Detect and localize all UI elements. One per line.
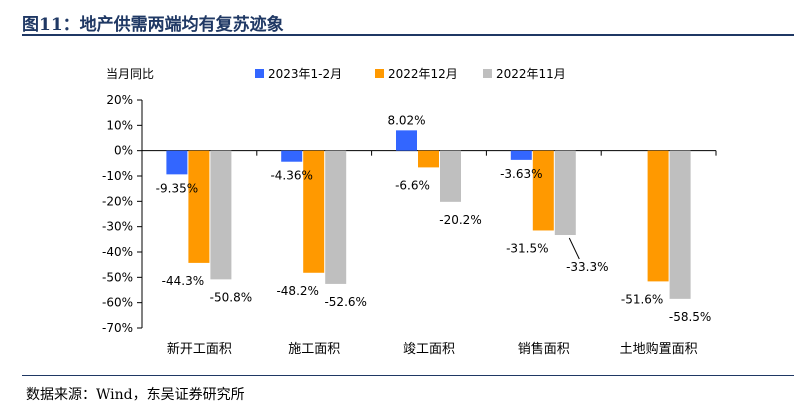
source-note: 数据来源：Wind，东吴证券研究所 [26, 387, 245, 403]
y-tick-label: -10% [102, 169, 133, 183]
data-label: -48.2% [276, 284, 318, 298]
leader-line [568, 237, 580, 260]
y-tick-label: 20% [106, 93, 133, 107]
data-label: -44.3% [162, 274, 204, 288]
data-label: -3.63% [500, 167, 542, 181]
bar [188, 150, 210, 263]
legend-label: 2022年12月 [388, 67, 458, 81]
x-tick-label: 土地购置面积 [620, 341, 698, 357]
y-tick-label: -30% [102, 220, 133, 234]
legend-swatch [483, 69, 492, 78]
y-tick-label: -70% [102, 321, 133, 335]
y-tick-label: -60% [102, 296, 133, 310]
bar [532, 150, 554, 231]
y-tick-label: 10% [106, 118, 133, 132]
bar [669, 150, 691, 299]
legend-swatch [375, 69, 384, 78]
bar [396, 130, 417, 151]
bar [166, 150, 188, 175]
legend-label: 2023年1-2月 [268, 67, 342, 81]
data-label: -33.3% [566, 260, 608, 274]
x-tick-label: 销售面积 [518, 341, 570, 357]
y-tick-label: -20% [102, 194, 133, 208]
data-label: -50.8% [210, 290, 252, 304]
bar [281, 150, 303, 162]
bar [325, 150, 347, 284]
data-label: 8.02% [387, 113, 425, 127]
data-label: -20.2% [439, 213, 481, 227]
data-label: -51.6% [621, 292, 663, 306]
x-tick-label: 施工面积 [288, 342, 340, 357]
title-bar: 图11：地产供需两端均有复苏迹象 [22, 8, 794, 36]
data-label: -31.5% [506, 241, 548, 255]
bar [210, 150, 232, 280]
data-label: -52.6% [324, 295, 366, 309]
legend-label: 2022年11月 [496, 67, 566, 81]
data-label: -9.35% [156, 181, 198, 195]
bar [554, 150, 576, 236]
data-label: -4.36% [270, 169, 312, 183]
bar [303, 150, 325, 273]
data-label: -6.6% [395, 178, 430, 192]
data-label: -58.5% [669, 310, 711, 324]
figure-title: 图11：地产供需两端均有复苏迹象 [22, 15, 284, 35]
bar [647, 150, 669, 282]
bar [418, 150, 439, 168]
y-tick-label: -40% [102, 245, 133, 259]
bar [510, 150, 532, 160]
y-axis-label: 当月同比 [106, 67, 154, 81]
x-tick-label: 竣工面积 [403, 342, 455, 357]
bar-chart: 当月同比 20% 10% 0% -10% -20% -30% -40% -50% -60% -70%… [102, 67, 717, 357]
legend-swatch [255, 69, 264, 78]
x-tick-label: 新开工面积 [167, 341, 232, 357]
y-tick-label: 0% [114, 144, 133, 158]
footer-divider [22, 375, 794, 376]
bar [440, 150, 461, 202]
y-tick-label: -50% [102, 270, 133, 284]
